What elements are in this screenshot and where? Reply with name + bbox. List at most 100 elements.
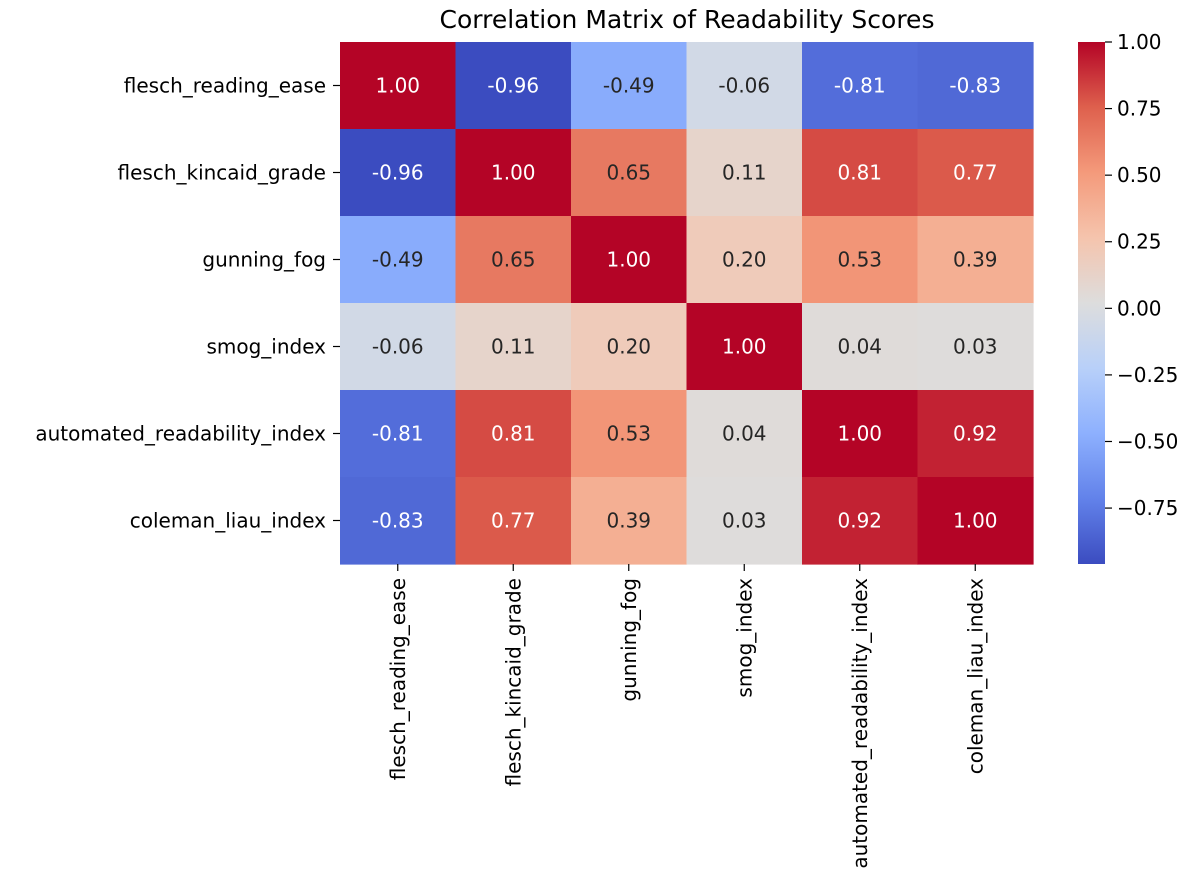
heatmap-cell <box>917 129 1034 217</box>
colorbar-tick-label: 0.75 <box>1117 97 1162 121</box>
cell-value-label: 1.00 <box>837 422 882 446</box>
cell-value-label: -0.49 <box>372 248 424 272</box>
heatmap-cell <box>340 129 457 217</box>
x-tick-label: coleman_liau_index <box>963 578 987 774</box>
y-tick-label: smog_index <box>206 335 326 359</box>
cell-value-label: 0.20 <box>606 335 651 359</box>
heatmap-cell <box>802 303 919 391</box>
cell-value-label: 0.11 <box>491 335 536 359</box>
cell-value-label: -0.96 <box>487 74 539 98</box>
colorbar-axis: 1.00 0.75 0.50 0.25 0.00 −0.25 −0.50 −0.75 <box>1105 30 1178 520</box>
heatmap-cell <box>917 390 1034 478</box>
cell-value-label: 0.39 <box>606 509 651 533</box>
cell-value-label: -0.06 <box>372 335 424 359</box>
heatmap-cells <box>340 42 1034 565</box>
colorbar-tick-label: 1.00 <box>1117 30 1162 54</box>
heatmap-cell <box>340 42 457 130</box>
colorbar-tick-label: −0.25 <box>1117 363 1178 387</box>
x-tick-label: automated_readability_index <box>848 578 872 869</box>
y-tick-label: flesch_kincaid_grade <box>118 161 327 185</box>
heatmap-cell <box>455 129 572 217</box>
heatmap-cell <box>340 390 457 478</box>
heatmap-cell <box>686 216 803 304</box>
heatmap-cell <box>802 477 919 565</box>
cell-value-label: 0.03 <box>722 509 767 533</box>
heatmap-cell <box>340 216 457 304</box>
heatmap-cell <box>571 42 688 130</box>
heatmap-cell <box>571 216 688 304</box>
cell-value-label: 0.92 <box>953 422 998 446</box>
heatmap-cell <box>340 477 457 565</box>
cell-value-label: 1.00 <box>953 509 998 533</box>
x-tick-label: gunning_fog <box>617 578 641 702</box>
cell-value-label: 0.65 <box>606 161 651 185</box>
cell-value-label: 0.81 <box>491 422 536 446</box>
cell-value-label: 0.77 <box>491 509 536 533</box>
cell-value-label: 0.53 <box>606 422 651 446</box>
colorbar <box>1078 42 1105 564</box>
x-axis: flesch_reading_ease flesch_kincaid_grade g… <box>386 564 987 869</box>
x-tick-label: flesch_reading_ease <box>386 578 410 780</box>
y-tick-label: gunning_fog <box>202 248 326 272</box>
cell-value-label: 0.53 <box>837 248 882 272</box>
heatmap-cell <box>571 129 688 217</box>
cell-value-label: -0.83 <box>949 74 1001 98</box>
heatmap-cell <box>455 42 572 130</box>
heatmap-cell <box>571 390 688 478</box>
cell-value-label: -0.81 <box>834 74 886 98</box>
cell-value-label: 1.00 <box>491 161 536 185</box>
heatmap-cell <box>802 216 919 304</box>
heatmap-cell <box>686 129 803 217</box>
x-tick-label: smog_index <box>732 578 756 698</box>
heatmap-cell <box>917 42 1034 130</box>
cell-value-label: 0.03 <box>953 335 998 359</box>
x-tick-label: flesch_kincaid_grade <box>501 578 525 787</box>
cell-value-label: -0.49 <box>603 74 655 98</box>
cell-value-label: 0.77 <box>953 161 998 185</box>
y-tick-label: coleman_liau_index <box>130 509 326 533</box>
cell-value-label: 0.81 <box>837 161 882 185</box>
cell-value-label: 0.04 <box>722 422 767 446</box>
heatmap-cell <box>917 303 1034 391</box>
cell-value-label: 0.11 <box>722 161 767 185</box>
colorbar-tick-label: 0.25 <box>1117 230 1162 254</box>
heatmap-cell <box>571 303 688 391</box>
colorbar-tick-label: −0.50 <box>1117 429 1178 453</box>
cell-value-label: -0.81 <box>372 422 424 446</box>
heatmap-cell <box>802 42 919 130</box>
cell-value-label: -0.06 <box>718 74 770 98</box>
heatmap-cell <box>571 477 688 565</box>
y-axis: flesch_reading_ease flesch_kincaid_gradeg… <box>35 74 340 533</box>
heatmap-cell <box>455 303 572 391</box>
heatmap-cell <box>802 129 919 217</box>
cell-value-label: 0.04 <box>837 335 882 359</box>
cell-value-label: 0.20 <box>722 248 767 272</box>
heatmap-cell-labels: 1.00 -0.96 -0.49 -0.06 -0.81 -0.83 -0.96 1.00 0.… <box>372 74 1001 533</box>
cell-value-label: 1.00 <box>606 248 651 272</box>
chart-title: Correlation Matrix of Readability Scores <box>440 5 935 34</box>
heatmap-cell <box>686 477 803 565</box>
heatmap-cell <box>917 216 1034 304</box>
heatmap-cell <box>686 42 803 130</box>
heatmap-cell <box>917 477 1034 565</box>
heatmap-cell <box>455 477 572 565</box>
cell-value-label: 1.00 <box>722 335 767 359</box>
heatmap-cell <box>455 390 572 478</box>
cell-value-label: -0.83 <box>372 509 424 533</box>
cell-value-label: 0.39 <box>953 248 998 272</box>
y-tick-label: automated_readability_index <box>35 422 326 446</box>
cell-value-label: 0.92 <box>837 509 882 533</box>
cell-value-label: 1.00 <box>375 74 420 98</box>
heatmap-cell <box>455 216 572 304</box>
cell-value-label: 0.65 <box>491 248 536 272</box>
cell-value-label: -0.96 <box>372 161 424 185</box>
y-tick-label: flesch_reading_ease <box>124 74 326 98</box>
heatmap-cell <box>340 303 457 391</box>
colorbar-tick-label: 0.50 <box>1117 163 1162 187</box>
colorbar-tick-label: −0.75 <box>1117 496 1178 520</box>
heatmap-cell <box>686 303 803 391</box>
heatmap-cell <box>686 390 803 478</box>
colorbar-tick-label: 0.00 <box>1117 296 1162 320</box>
heatmap-cell <box>802 390 919 478</box>
